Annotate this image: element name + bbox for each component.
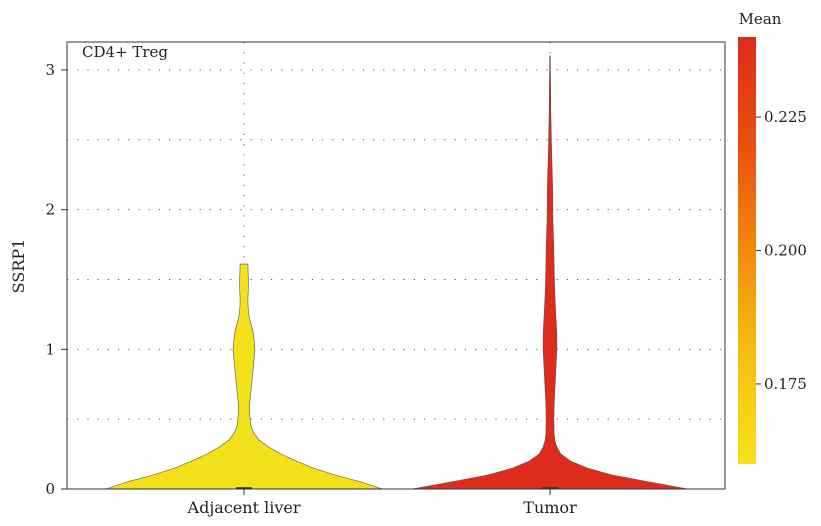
y-tick-label: 2	[45, 201, 55, 219]
grid-lines	[67, 42, 725, 489]
colorbar-title: Mean	[739, 10, 782, 28]
colorbar-ramp	[738, 37, 756, 464]
colorbar: Mean 0.175 0.200 0.225	[738, 10, 807, 464]
violin-tumor	[411, 55, 689, 490]
panel-label: CD4+ Treg	[82, 43, 168, 61]
plot-frame	[66, 41, 726, 490]
y-tick-label: 0	[45, 480, 55, 498]
x-tick-label: Tumor	[523, 498, 577, 517]
colorbar-tick-label: 0.200	[764, 242, 807, 260]
colorbar-tick-label: 0.175	[764, 375, 807, 393]
colorbar-tick-label: 0.225	[764, 108, 807, 126]
y-tick-label: 3	[45, 61, 55, 79]
violins	[105, 55, 689, 490]
axes: 0 1 2 3 Adjacent liver Tumor	[45, 61, 577, 517]
x-tick-label: Adjacent liver	[187, 498, 301, 517]
y-axis-label: SSRP1	[9, 239, 28, 294]
y-tick-label: 1	[45, 340, 55, 358]
violin-adjacent-liver	[105, 263, 383, 490]
